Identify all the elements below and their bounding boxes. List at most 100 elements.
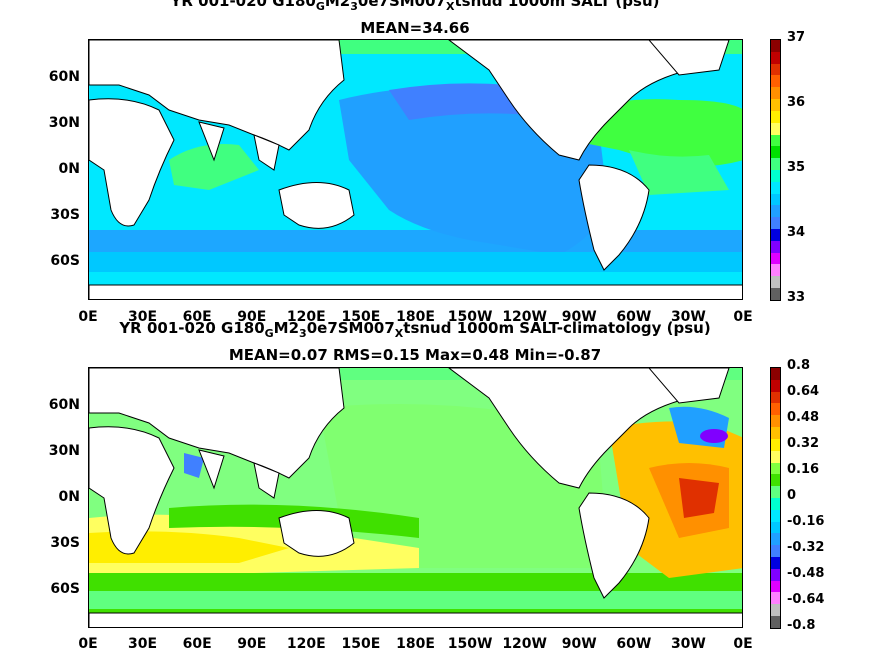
panel2-lon-label: 90W [561, 636, 597, 652]
colorbar-swatch [771, 450, 780, 463]
colorbar-swatch [771, 276, 780, 289]
panel2-colorbar-label: 0.48 [787, 410, 820, 425]
colorbar-swatch [771, 462, 780, 475]
colorbar-swatch [771, 51, 780, 64]
colorbar-swatch [771, 240, 780, 253]
panel1-lon-label: 30E [128, 309, 158, 325]
colorbar-swatch [771, 438, 780, 451]
colorbar-swatch [771, 368, 780, 380]
panel1-lon-label: 180E [396, 309, 435, 325]
colorbar-swatch [771, 193, 780, 206]
colorbar-swatch [771, 580, 780, 593]
colorbar-swatch [771, 545, 780, 557]
colorbar-swatch [771, 616, 780, 628]
panel2-colorbar-label: 0 [787, 488, 797, 503]
panel2-colorbar-label: 0.16 [787, 462, 820, 477]
panel2-colorbar-label: 0.32 [787, 436, 820, 451]
colorbar-swatch [771, 158, 780, 170]
panel2-lon-label: 0E [78, 636, 98, 652]
panel2-colorbar-label: 0.64 [787, 384, 820, 399]
colorbar-swatch [771, 391, 780, 404]
colorbar-swatch [771, 134, 780, 147]
panel2-lon-label: 150E [341, 636, 381, 652]
panel2-lat-0n: 0N [58, 489, 80, 505]
panel2-lat-60s: 60S [50, 581, 80, 597]
panel1-lat-30s: 30S [50, 207, 80, 223]
colorbar-swatch [771, 379, 780, 392]
panel1-lon-label: 30W [670, 309, 706, 325]
panel1-lat-60n: 60N [48, 69, 80, 85]
panel2-lon-label: 60W [616, 636, 652, 652]
panel2-title: YR 001-020 G180GM230e7SM007Xtsnud 1000m … [119, 319, 711, 340]
panel2-colorbar-label: -0.8 [787, 618, 816, 633]
colorbar-swatch [771, 474, 780, 487]
colorbar-swatch [771, 63, 780, 76]
colorbar-swatch [771, 229, 780, 241]
colorbar-swatch [771, 87, 780, 100]
panel2-colorbar-label: -0.32 [787, 540, 825, 555]
panel2-lon-label: 30W [670, 636, 706, 652]
panel1-lat-30n: 30N [48, 115, 80, 131]
panel1-lon-label: 90E [237, 309, 267, 325]
panel1-lon-label: 0E [78, 309, 98, 325]
colorbar-swatch [771, 181, 780, 194]
panel2-lon-label: 60E [182, 636, 212, 652]
colorbar-swatch [771, 557, 780, 569]
panel1-stats: MEAN=34.66 [360, 19, 470, 37]
panel2-colorbar-label: -0.64 [787, 592, 825, 607]
panel1-lon-label: 150W [447, 309, 493, 325]
panel1-colorbar [770, 39, 781, 301]
colorbar-swatch [771, 217, 780, 229]
panel1-lon-label: 60E [182, 309, 212, 325]
panel2-colorbar-label: -0.16 [787, 514, 825, 529]
panel2-lon-label: 180E [396, 636, 435, 652]
panel1-lon-label: 90W [561, 309, 597, 325]
panel2-lon-label: 30E [128, 636, 158, 652]
panel2-lat-60n: 60N [48, 397, 80, 413]
panel1-colorbar-label: 36 [787, 95, 806, 110]
panel2-lon-label: 120E [286, 636, 326, 652]
panel1-lon-label: 120W [502, 309, 547, 325]
panel1-salinity-map [88, 39, 743, 300]
panel1-lat-0n: 0N [58, 161, 80, 177]
colorbar-swatch [771, 415, 780, 428]
panel2-lon-label: 90E [237, 636, 267, 652]
panel2-lon-label: 150W [447, 636, 493, 652]
colorbar-swatch [771, 592, 780, 605]
colorbar-swatch [771, 427, 780, 439]
panel2-lon-label: 120W [502, 636, 547, 652]
colorbar-swatch [771, 252, 780, 265]
panel1-colorbar-label: 33 [787, 290, 806, 305]
colorbar-swatch [771, 75, 780, 88]
panel1-colorbar-label: 35 [787, 160, 806, 175]
colorbar-swatch [771, 604, 780, 617]
colorbar-swatch [771, 568, 780, 581]
colorbar-swatch [771, 264, 780, 277]
panel2-colorbar-label: 0.8 [787, 358, 811, 373]
colorbar-swatch [771, 288, 780, 300]
panel2-lon-label: 0E [733, 636, 753, 652]
colorbar-swatch [771, 169, 780, 182]
panel2-lat-30s: 30S [50, 535, 80, 551]
panel1-lon-label: 120E [286, 309, 326, 325]
panel1-lat-60s: 60S [50, 253, 80, 269]
colorbar-swatch [771, 533, 780, 546]
colorbar-swatch [771, 486, 780, 498]
panel1-title: YR 001-020 G180GM230e7SM007Xtsnud 1000m … [170, 0, 660, 13]
panel1-lon-label: 150E [341, 309, 381, 325]
colorbar-swatch [771, 40, 780, 52]
panel2-lat-30n: 30N [48, 443, 80, 459]
panel1-lon-label: 0E [733, 309, 753, 325]
colorbar-swatch [771, 509, 780, 522]
panel1-colorbar-label: 37 [787, 30, 806, 45]
panel1-lon-label: 60W [616, 309, 652, 325]
panel2-stats: MEAN=0.07 RMS=0.15 Max=0.48 Min=-0.87 [228, 346, 602, 364]
panel1-colorbar-label: 34 [787, 225, 806, 240]
colorbar-swatch [771, 403, 780, 416]
colorbar-swatch [771, 99, 780, 111]
colorbar-swatch [771, 122, 780, 135]
colorbar-swatch [771, 110, 780, 123]
colorbar-swatch [771, 497, 780, 510]
colorbar-swatch [771, 146, 780, 159]
panel2-anomaly-map [88, 367, 743, 628]
